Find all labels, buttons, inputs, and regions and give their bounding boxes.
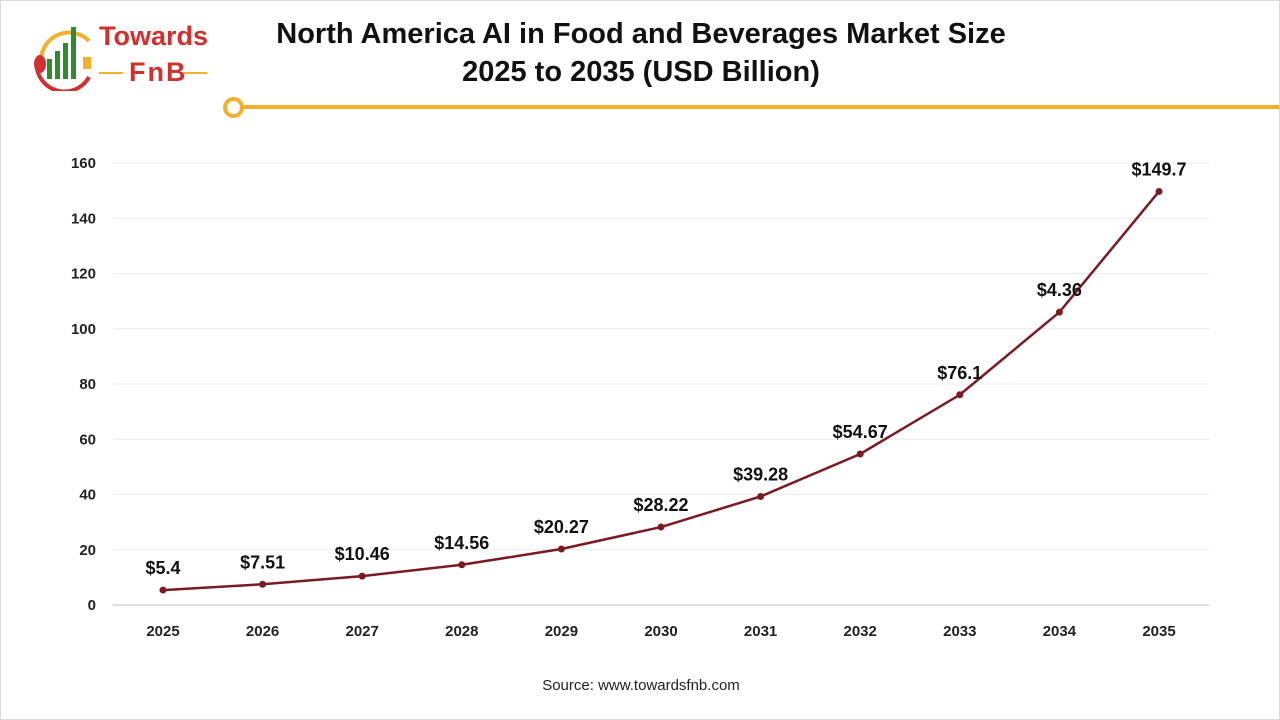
data-label: $10.46 (335, 544, 390, 564)
data-point (259, 580, 267, 588)
data-point (956, 391, 964, 399)
data-label: $7.51 (240, 552, 285, 572)
x-tick-label: 2035 (1142, 623, 1175, 640)
data-point (557, 545, 565, 553)
y-tick-label: 160 (71, 155, 96, 172)
x-tick-label: 2033 (943, 623, 976, 640)
x-tick-label: 2031 (744, 623, 777, 640)
data-label: $149.7 (1131, 159, 1186, 179)
data-point (1055, 308, 1063, 316)
y-tick-label: 140 (71, 210, 96, 227)
logo-dash-right (183, 72, 207, 74)
logo-dash-left (99, 72, 123, 74)
x-tick-label: 2028 (445, 623, 478, 640)
data-label: $4.36 (1037, 280, 1082, 300)
y-tick-label: 0 (88, 597, 96, 614)
x-tick-label: 2034 (1043, 623, 1077, 640)
decorative-line (243, 105, 1279, 109)
x-tick-label: 2025 (146, 623, 179, 640)
y-tick-label: 60 (79, 431, 96, 448)
x-tick-label: 2027 (346, 623, 379, 640)
y-tick-label: 40 (79, 487, 96, 504)
logo-icon (34, 27, 91, 94)
data-point (159, 586, 167, 594)
x-tick-label: 2032 (844, 623, 877, 640)
x-tick-label: 2030 (644, 623, 677, 640)
data-point (657, 523, 665, 531)
data-point (856, 450, 864, 458)
data-point (458, 561, 466, 569)
source-note: Source: www.towardsfnb.com (542, 677, 740, 694)
data-point (757, 492, 765, 500)
logo-text-towards: Towards (99, 21, 209, 51)
data-label: $14.56 (434, 533, 489, 553)
data-label: $54.67 (833, 422, 888, 442)
line-chart: 0 20 40 60 80 100 120 140 160 2025 2026 2027 2028 202… (71, 155, 1209, 640)
data-label: $28.22 (633, 495, 688, 515)
x-tick-label: 2029 (545, 623, 578, 640)
towards-fnb-logo: Towards FnB (27, 19, 217, 94)
data-label: $5.4 (145, 558, 180, 578)
data-point (1155, 187, 1163, 195)
data-label: $20.27 (534, 517, 589, 537)
y-tick-label: 100 (71, 321, 96, 338)
x-tick-label: 2026 (246, 623, 279, 640)
data-point (358, 572, 366, 580)
decorative-circle (223, 97, 244, 118)
logo-text-fnb: FnB (129, 57, 188, 87)
chart-title-line2: 2025 to 2035 (USD Billion) (462, 56, 820, 88)
y-tick-label: 20 (79, 542, 96, 559)
y-tick-label: 80 (79, 376, 96, 393)
chart-title-line1: North America AI in Food and Beverages M… (276, 18, 1006, 50)
y-tick-label: 120 (71, 266, 96, 283)
data-label: $76.1 (937, 363, 982, 383)
data-label: $39.28 (733, 464, 788, 484)
